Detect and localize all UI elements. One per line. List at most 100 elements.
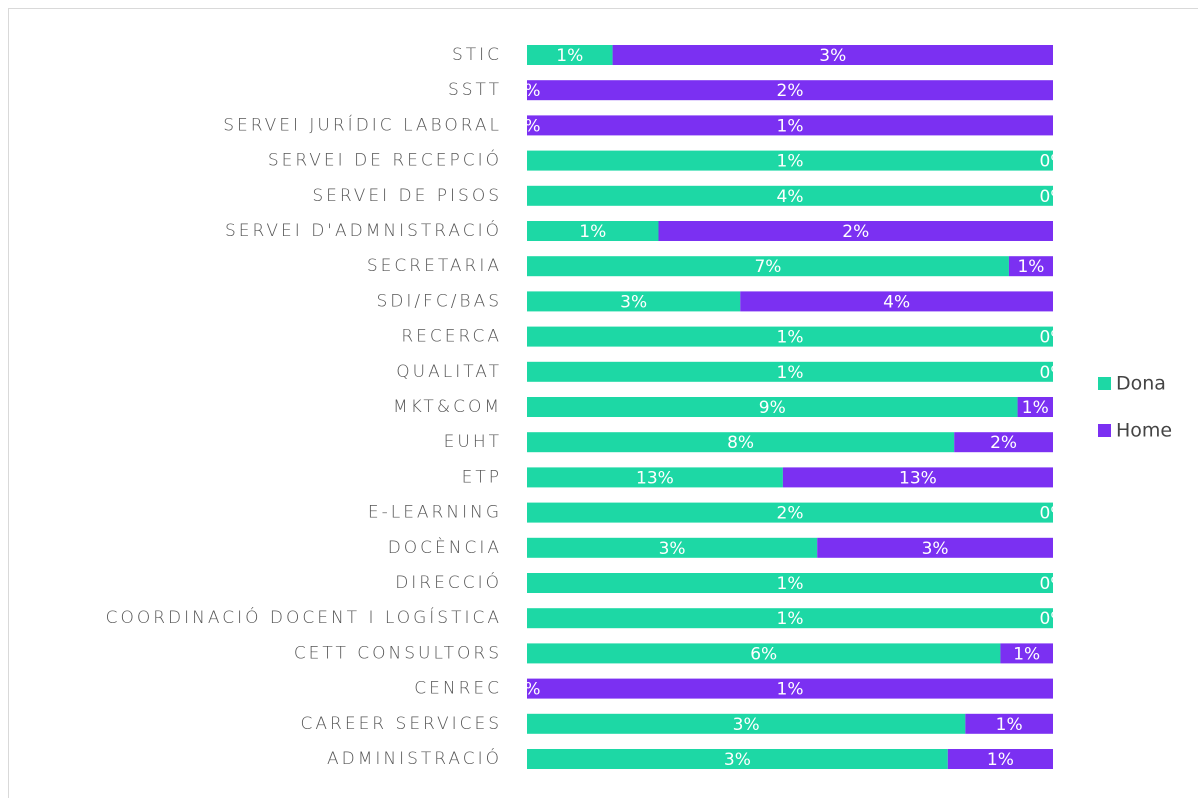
bar-segment (1008, 256, 1053, 277)
bar-segment (527, 326, 1053, 347)
value-label: 0% (1040, 152, 1067, 172)
bar-segment (527, 80, 1053, 101)
bar-segment (527, 256, 1009, 277)
bar-segment (965, 713, 1053, 734)
value-label: 3% (733, 715, 760, 735)
value-label: 1% (777, 152, 804, 172)
value-label: 1% (996, 715, 1023, 735)
value-label: 0% (1040, 504, 1067, 524)
bar-segment (782, 467, 1053, 488)
category-label: SERVEI JURÍDIC LABORAL (223, 113, 502, 135)
category-label: SSTT (448, 80, 502, 100)
category-label: DIRECCIÓ (395, 571, 502, 593)
category-label: EUHT (444, 432, 502, 452)
bar-segment (527, 749, 948, 769)
category-label: COORDINACIÓ DOCENT I LOGÍSTICA (106, 606, 502, 628)
category-label: MKT&COM (393, 397, 502, 417)
bar-segment (527, 573, 1053, 593)
bar-segment (1017, 397, 1053, 417)
legend-swatch (1098, 424, 1111, 437)
bar-segment (527, 432, 955, 453)
value-label: 1% (777, 574, 804, 594)
value-label: 1% (987, 750, 1014, 770)
value-label: 4% (883, 292, 910, 312)
value-label: 2% (777, 81, 804, 101)
value-label: 0% (1040, 574, 1067, 594)
bar-segment (817, 537, 1053, 558)
chart-frame (8, 8, 1198, 798)
value-label: 0% (514, 81, 541, 101)
bar-segment (658, 221, 1053, 241)
bar-segment (1000, 643, 1053, 664)
category-label: CAREER SERVICES (301, 714, 502, 734)
category-label: CETT CONSULTORS (294, 643, 502, 663)
bar-segment (527, 467, 783, 488)
value-label: 1% (777, 328, 804, 348)
value-label: 1% (1022, 398, 1049, 418)
bar-segment (527, 643, 1001, 664)
bar-segment (947, 749, 1053, 769)
bar-segment (527, 608, 1053, 629)
category-label: DOCÈNCIA (388, 536, 502, 558)
value-label: 0% (1040, 187, 1067, 207)
category-label: SECRETARIA (367, 256, 502, 276)
legend-label: Home (1116, 420, 1172, 442)
value-label: 13% (899, 468, 937, 488)
value-label: 1% (1013, 644, 1040, 664)
value-label: 13% (636, 468, 674, 488)
category-label: STIC (452, 45, 502, 65)
category-label: CENREC (414, 679, 502, 699)
category-label: SDI/FC/BAS (376, 291, 502, 311)
value-label: 1% (777, 363, 804, 383)
value-label: 3% (659, 539, 686, 559)
value-label: 0% (514, 680, 541, 700)
value-label: 0% (1040, 363, 1067, 383)
bar-segment (954, 432, 1053, 453)
value-label: 1% (579, 222, 606, 242)
bar-segment (527, 502, 1053, 523)
bar-segment (527, 45, 613, 65)
bar-segment (527, 361, 1053, 382)
category-label: E-LEARNING (368, 503, 502, 523)
value-labels: 1% 3%0% 2%0% 1%1% 0%4% 0%1% 2%7% 1%3% 4%1% 0%1% 0%… (514, 46, 1067, 770)
category-label: ETP (462, 467, 502, 487)
category-label: SERVEI D'ADMNISTRACIÓ (225, 219, 502, 241)
value-label: 1% (777, 680, 804, 700)
value-label: 0% (514, 116, 541, 136)
value-label: 4% (777, 187, 804, 207)
value-label: 1% (777, 609, 804, 629)
value-label: 2% (777, 504, 804, 524)
value-label: 1% (1017, 257, 1044, 277)
bar-segment (527, 185, 1053, 206)
legend-label: Dona (1116, 373, 1166, 395)
value-label: 3% (819, 46, 846, 66)
value-label: 3% (922, 539, 949, 559)
value-label: 6% (750, 644, 777, 664)
bar-segment (527, 221, 659, 241)
value-label: 7% (754, 257, 781, 277)
bar-segment (740, 291, 1053, 312)
bar-segment (527, 537, 818, 558)
value-label: 9% (759, 398, 786, 418)
category-label: SERVEI DE RECEPCIÓ (268, 149, 502, 171)
category-label: ADMINISTRACIÓ (327, 747, 502, 769)
value-label: 1% (556, 46, 583, 66)
value-label: 3% (620, 292, 647, 312)
bar-segment (527, 115, 1053, 136)
value-label: 1% (777, 116, 804, 136)
value-label: 8% (727, 433, 754, 453)
bar-segment (527, 291, 741, 312)
value-label: 0% (1040, 609, 1067, 629)
bar-segment (527, 150, 1053, 171)
bar-segment (612, 45, 1053, 65)
value-label: 2% (990, 433, 1017, 453)
value-label: 2% (842, 222, 869, 242)
value-label: 3% (724, 750, 751, 770)
category-label: RECERCA (401, 327, 502, 347)
bar-segment (527, 678, 1053, 699)
bar-segment (527, 713, 966, 734)
category-label: SERVEI DE PISOS (312, 186, 502, 206)
legend-swatch (1098, 377, 1111, 390)
value-label: 0% (1040, 328, 1067, 348)
